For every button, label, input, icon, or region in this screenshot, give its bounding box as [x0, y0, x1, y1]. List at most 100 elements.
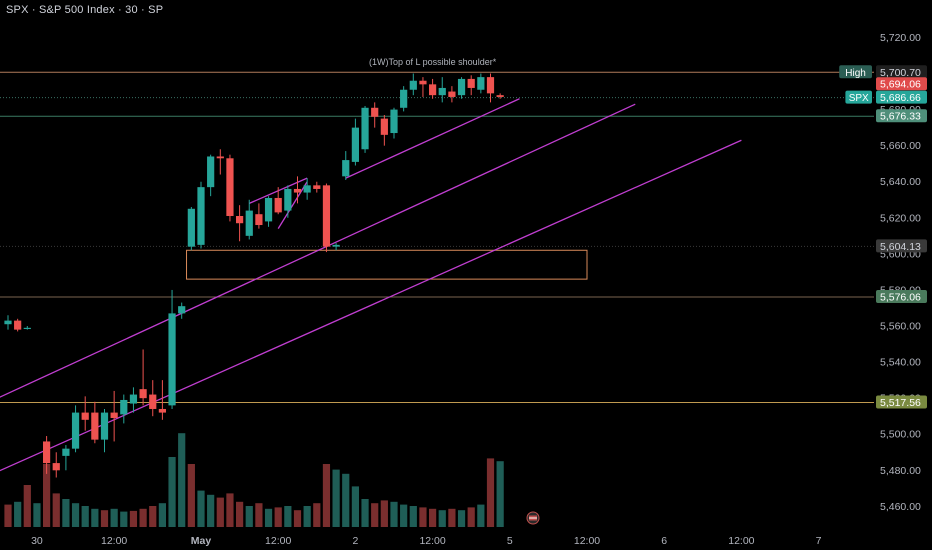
candle-body — [284, 188, 292, 211]
y-tick-label: 5,720.00 — [880, 32, 921, 44]
candle-body — [264, 197, 273, 222]
price-label-text: 5,686.66 — [880, 92, 921, 104]
chart-title: SPX · S&P 500 Index · 30 · SP — [6, 4, 164, 16]
candle-body — [216, 156, 224, 159]
volume-bar — [216, 497, 224, 527]
volume-bar — [62, 499, 70, 527]
candle-body — [322, 185, 331, 247]
volume-bar — [400, 504, 408, 527]
x-tick-label: May — [191, 535, 212, 547]
price-axis: 5,460.005,480.005,500.005,520.005,540.00… — [839, 32, 927, 513]
y-tick-label: 5,620.00 — [880, 212, 921, 224]
volume-bar — [207, 494, 215, 527]
x-tick-label: 12:00 — [101, 535, 127, 547]
candle — [486, 73, 495, 103]
candle-body — [100, 412, 109, 440]
candle-body — [400, 89, 408, 108]
price-label-text: 5,700.70 — [880, 67, 921, 79]
candle — [255, 203, 263, 229]
trend-line — [345, 98, 520, 179]
candle — [4, 315, 12, 330]
candle — [293, 176, 302, 204]
x-tick-label: 6 — [661, 535, 667, 547]
candle — [197, 181, 205, 249]
candle — [351, 118, 359, 166]
candle-body — [380, 118, 388, 135]
price-label-text: 5,694.06 — [880, 79, 921, 91]
x-tick-label: 12:00 — [419, 535, 445, 547]
candle-body — [361, 107, 369, 150]
candle-body — [197, 187, 205, 245]
candle-body — [486, 77, 495, 94]
volume-bar — [361, 499, 369, 527]
candle — [274, 187, 282, 215]
candle — [236, 205, 244, 242]
candle — [313, 181, 321, 193]
volume-bar — [293, 510, 302, 527]
candle-body — [467, 78, 475, 88]
volume-bar — [71, 503, 80, 527]
volume-bar — [100, 510, 109, 527]
candle — [120, 394, 128, 424]
volume-bar — [429, 508, 437, 527]
volume-bar — [168, 457, 176, 527]
candle — [149, 380, 157, 417]
price-label-text: 5,517.56 — [880, 397, 921, 409]
volume-bar — [380, 500, 388, 527]
trend-line — [277, 181, 308, 229]
time-axis: 30 12:00 May 12:00 2 12:00 5 12:00 6 12:00 7 — [31, 535, 822, 547]
trend-line — [0, 139, 742, 472]
volume-bar — [477, 504, 485, 527]
chart-annotation: (1W)Top of L possible shoulder* — [369, 57, 497, 67]
candle-body — [71, 412, 80, 449]
x-tick-label: 12:00 — [728, 535, 754, 547]
price-label: 5,604.13 — [876, 239, 927, 253]
candle — [342, 151, 350, 180]
price-label-box — [876, 90, 927, 104]
x-tick-label: 12:00 — [265, 535, 291, 547]
candle-body — [81, 412, 89, 420]
candle-body — [419, 80, 427, 85]
volume-bar — [322, 464, 331, 527]
price-label-box — [876, 395, 927, 409]
candle — [371, 102, 379, 128]
candle-body — [409, 80, 417, 90]
candle-body — [158, 408, 166, 413]
candle-body — [149, 394, 157, 409]
volume-bar — [448, 508, 456, 527]
candle-body — [129, 394, 138, 404]
candle-body — [168, 313, 176, 406]
candle — [322, 183, 331, 253]
candle — [168, 289, 176, 409]
candle — [496, 93, 504, 99]
price-label-box — [876, 109, 927, 123]
candle — [81, 396, 89, 431]
volume-bar — [33, 503, 41, 527]
candle — [139, 349, 147, 406]
candle — [245, 199, 253, 240]
candle — [448, 86, 456, 103]
price-tag-box — [839, 65, 872, 79]
volume-bar — [178, 433, 186, 527]
candle-body — [313, 185, 321, 189]
volume-bar — [332, 469, 340, 527]
candle — [91, 401, 99, 444]
y-tick-label: 5,480.00 — [880, 465, 921, 477]
price-label-text: 5,604.13 — [880, 241, 921, 253]
candle — [14, 318, 22, 332]
price-tag-box — [845, 90, 872, 104]
candle — [467, 75, 475, 96]
volume-bar — [158, 503, 166, 527]
candle — [390, 107, 398, 139]
candle — [100, 408, 109, 453]
volume-bar — [91, 508, 99, 527]
y-tick-label: 5,660.00 — [880, 140, 921, 152]
x-tick-label: 30 — [31, 535, 43, 547]
volume-bar — [264, 508, 273, 527]
candle-body — [4, 320, 12, 325]
volume-bar — [313, 503, 321, 527]
volume-bar — [342, 473, 350, 527]
price-label-text: 5,576.06 — [880, 292, 921, 304]
y-tick-label: 5,560.00 — [880, 321, 921, 333]
